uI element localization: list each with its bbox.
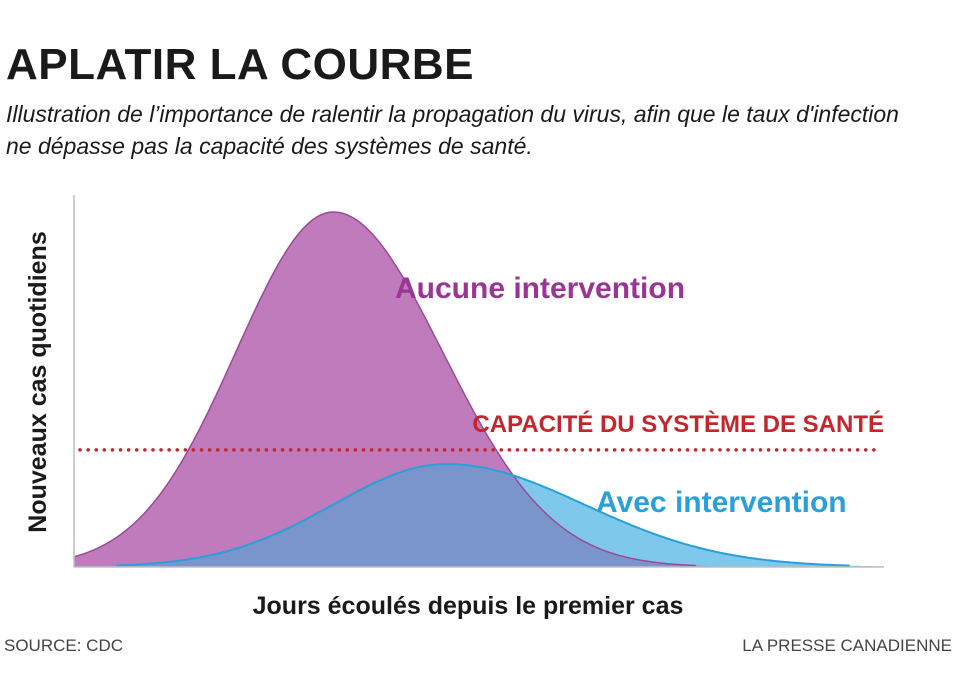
y-axis-label: Nouveaux cas quotidiens xyxy=(24,231,52,532)
curve-with-intervention-line xyxy=(116,463,850,567)
x-axis-label: Jours écoulés depuis le premier cas xyxy=(253,592,684,620)
chart-subtitle: Illustration de l’importance de ralentir… xyxy=(6,101,899,159)
capacity-threshold-label: CAPACITÉ DU SYSTÈME DE SANTÉ xyxy=(472,410,884,438)
chart-title: APLATIR LA COURBE xyxy=(6,40,475,89)
curve-overlap-area xyxy=(74,464,884,567)
series-label-no-intervention: Aucune intervention xyxy=(395,272,685,305)
curve-no-intervention-line xyxy=(73,211,696,567)
series-label-with-intervention: Avec intervention xyxy=(596,486,847,519)
curve-no-intervention-area xyxy=(74,212,884,567)
curves-group xyxy=(73,211,884,567)
credit-note: LA PRESSE CANADIENNE xyxy=(742,636,952,655)
source-note: SOURCE: CDC xyxy=(4,636,124,655)
